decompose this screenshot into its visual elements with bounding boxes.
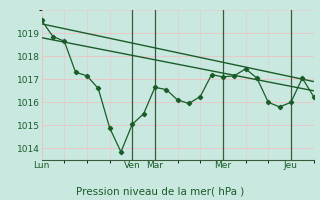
Text: Pression niveau de la mer( hPa ): Pression niveau de la mer( hPa ) — [76, 186, 244, 196]
